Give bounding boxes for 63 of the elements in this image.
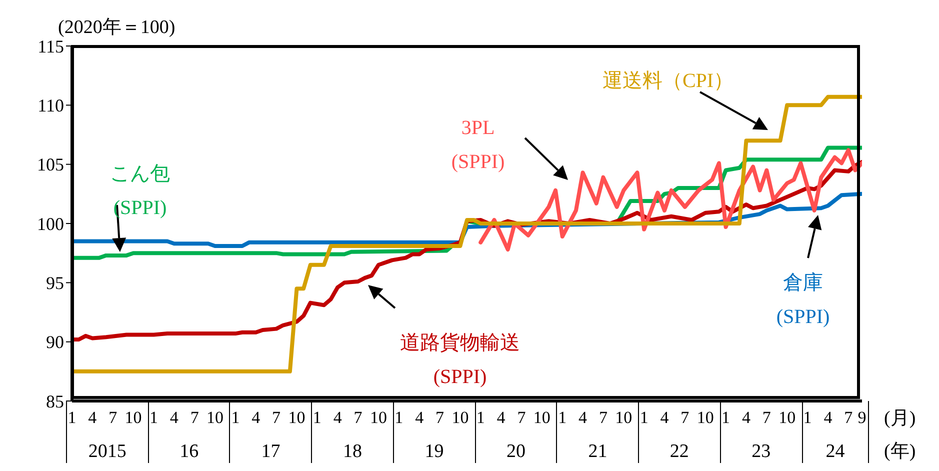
x-tick-label: 1 xyxy=(312,408,322,428)
x-tick-label: 1 xyxy=(231,408,240,428)
x-tick-label: 7 xyxy=(436,408,445,428)
x-tick-label: 7 xyxy=(190,408,200,428)
x-tick-label: 10 xyxy=(124,408,142,428)
text: 21 xyxy=(587,441,608,463)
x-tick-label: 1 xyxy=(803,408,812,428)
text: 3PL (SPPI) xyxy=(450,116,506,175)
y-tick-label: 110 xyxy=(38,96,64,116)
x-tick-label: 10 xyxy=(370,408,387,428)
x-tick-label: 7 xyxy=(517,408,526,428)
text: 20 xyxy=(505,441,526,463)
text: 23 xyxy=(750,441,772,463)
y-tick-label: 105 xyxy=(37,154,64,175)
x-tick-label: 10 xyxy=(696,408,714,428)
x-tick-label: 4 xyxy=(496,408,506,428)
x-tick-label: 10 xyxy=(288,408,306,428)
x-tick-label: 10 xyxy=(452,408,469,428)
x-tick-label: 1 xyxy=(722,408,730,428)
x-tick-label: 4 xyxy=(660,408,670,428)
y-tick-label: 95 xyxy=(46,273,64,294)
x-tick-label: 4 xyxy=(415,408,424,428)
x-tick-label: 7 xyxy=(108,408,118,428)
x-tick-label: 10 xyxy=(533,408,550,428)
text: (年) xyxy=(884,440,916,464)
x-tick-label: 1 xyxy=(558,408,567,428)
text: 16 xyxy=(178,441,200,463)
x-tick-label: 1 xyxy=(68,408,76,428)
x-tick-label: 7 xyxy=(354,408,363,428)
x-tick-label: 4 xyxy=(333,408,342,428)
text: 道路貨物輸送 (SPPI) xyxy=(399,331,521,390)
x-axis-title: (月) xyxy=(884,407,916,431)
text: 22 xyxy=(668,441,690,463)
x-tick-label: 1 xyxy=(149,408,158,428)
x-tick-label: 10 xyxy=(778,408,796,428)
x-tick-label: 7 xyxy=(598,408,608,428)
text: 運送料（CPI） xyxy=(601,69,735,94)
text: 24 xyxy=(824,441,846,463)
x-tick-label: 4 xyxy=(252,408,261,428)
y-tick-label: 90 xyxy=(46,332,64,352)
x-tick-label: 7 xyxy=(680,408,690,428)
x-tick-label: 1 xyxy=(394,408,404,428)
x-tick-label: 1 xyxy=(476,408,485,428)
x-tick-label: 9 xyxy=(858,408,866,428)
x-tick-label: 1 xyxy=(640,408,648,428)
text: 17 xyxy=(260,441,282,463)
text: 18 xyxy=(342,441,364,463)
y-tick-label: 85 xyxy=(46,391,64,412)
x-tick-label: 7 xyxy=(272,408,282,428)
x-tick-label: 10 xyxy=(615,408,632,428)
x-tick-label: 7 xyxy=(762,408,772,428)
x-tick-label: 10 xyxy=(206,408,224,428)
x-tick-label: 4 xyxy=(170,408,179,428)
x-tick-label: 4 xyxy=(824,408,833,428)
y-tick-label: 100 xyxy=(37,214,64,234)
text: 2015 xyxy=(87,441,128,463)
series-label: こん包 (SPPI) xyxy=(110,163,170,219)
x-tick-label: 4 xyxy=(742,408,751,428)
x-tick-label: 4 xyxy=(578,408,588,428)
text: 倉庫 (SPPI) xyxy=(775,271,831,330)
x-tick-label: 7 xyxy=(844,408,854,428)
text: 19 xyxy=(424,441,445,463)
x-tick-label: 4 xyxy=(88,408,98,428)
